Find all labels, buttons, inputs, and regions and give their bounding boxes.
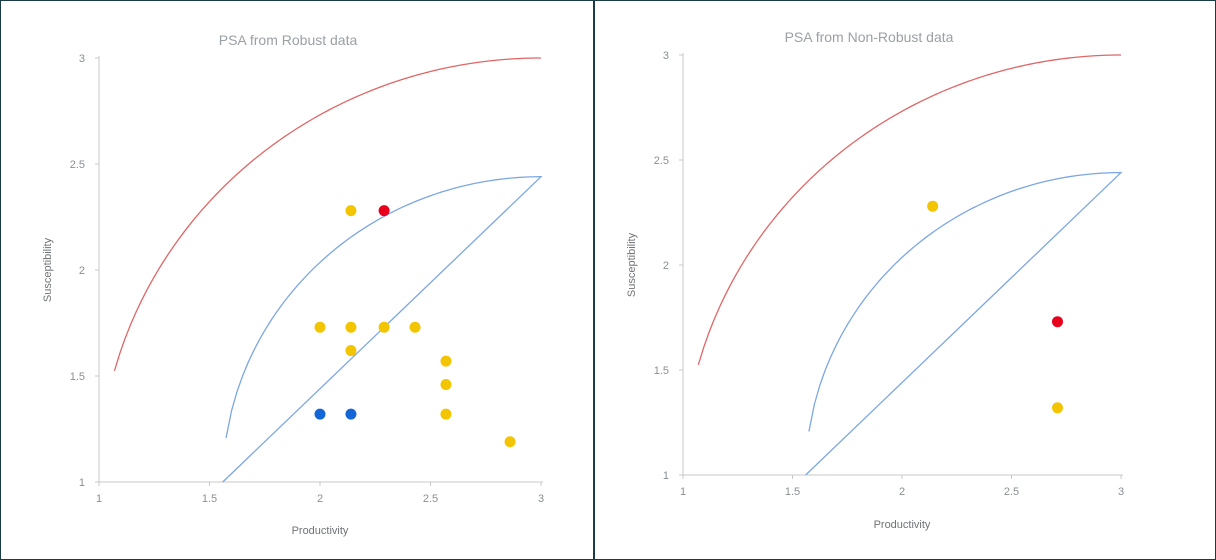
red-threshold-curve [113, 57, 542, 372]
data-point-yellow [927, 200, 939, 212]
red-threshold-curve [697, 54, 1122, 366]
data-point-yellow [409, 321, 421, 333]
data-point-yellow [440, 378, 452, 390]
data-point-blue [314, 408, 326, 420]
data-point-red [1051, 316, 1063, 328]
chart-non-robust: PSA from Non-Robust data 1 1.5 2 2.5 3 1 1.5 2 2.… [626, 29, 1124, 531]
data-point-yellow [345, 345, 357, 357]
x-tick-label: 1 [680, 486, 686, 498]
y-tick-label: 2.5 [70, 159, 85, 171]
x-tick-label: 2 [899, 486, 905, 498]
y-tick-label: 3 [663, 50, 669, 62]
data-point-yellow [345, 321, 357, 333]
y-tick-label: 2 [663, 260, 669, 272]
panel-divider [593, 0, 595, 560]
blue-threshold-curve [805, 171, 1123, 476]
x-tick-label: 3 [1118, 486, 1124, 498]
data-point-yellow [504, 436, 516, 448]
data-point-yellow [1051, 402, 1063, 414]
chart-title: PSA from Robust data [219, 32, 358, 48]
y-tick-label: 3 [79, 53, 85, 65]
chart-title: PSA from Non-Robust data [785, 29, 954, 45]
y-axis-label: Susceptibility [626, 232, 638, 297]
x-axis-label: Productivity [292, 525, 349, 537]
y-tick-label: 1.5 [70, 371, 85, 383]
data-point-yellow [345, 205, 357, 217]
y-tick-label: 1 [663, 470, 669, 482]
y-axis-label: Susceptibility [42, 237, 54, 302]
data-point-blue [345, 408, 357, 420]
data-point-yellow [440, 408, 452, 420]
y-tick-label: 2 [79, 265, 85, 277]
x-axis-label: Productivity [874, 519, 931, 531]
x-tick-label: 1 [96, 493, 102, 505]
chart-panel-robust: PSA from Robust data 1 1.5 2 2.5 3 1 1.5 2 2.5 3 Pr… [1, 1, 592, 558]
y-tick-label: 1 [79, 477, 85, 489]
x-tick-label: 2 [317, 493, 323, 505]
data-point-red [378, 205, 390, 217]
data-point-yellow [378, 321, 390, 333]
x-tick-label: 2.5 [1004, 486, 1019, 498]
data-point-yellow [440, 355, 452, 367]
x-tick-label: 3 [538, 493, 544, 505]
data-point-yellow [314, 321, 326, 333]
x-tick-label: 1.5 [202, 493, 217, 505]
y-tick-label: 2.5 [654, 155, 669, 167]
y-tick-label: 1.5 [654, 365, 669, 377]
x-tick-label: 1.5 [785, 486, 800, 498]
x-tick-label: 2.5 [423, 493, 438, 505]
chart-robust: PSA from Robust data 1 1.5 2 2.5 3 1 1.5 2 2.5 3 Pr… [42, 32, 544, 537]
chart-panel-non-robust: PSA from Non-Robust data 1 1.5 2 2.5 3 1 1.5 2 2.… [595, 1, 1214, 558]
